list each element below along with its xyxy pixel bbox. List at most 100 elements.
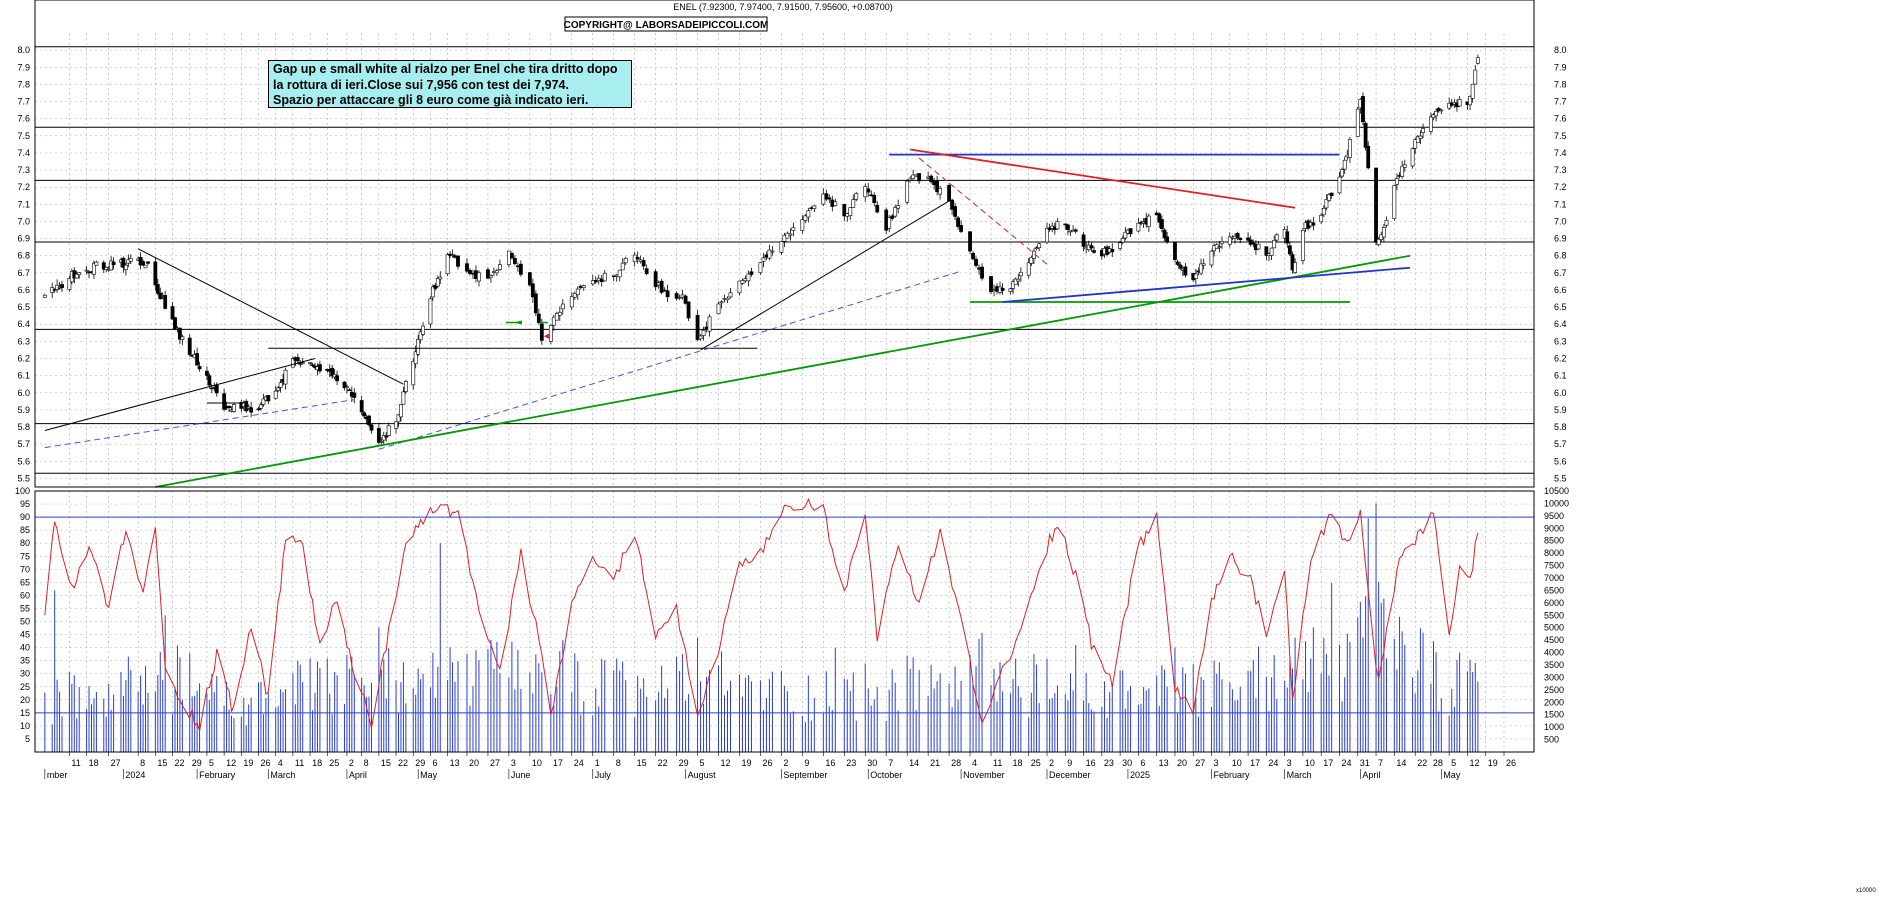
analysis-note-line-3: Spazio per attaccare gli 8 euro come già… (273, 93, 589, 107)
x-axis-day-label: 18 (1012, 758, 1022, 768)
candle-body (719, 301, 724, 304)
price-axis-tick-left: 6.2 (17, 354, 30, 364)
trendlines (44, 148, 1411, 488)
price-axis-tick-left: 7.6 (17, 114, 30, 124)
price-axis-tick-left: 7.4 (17, 148, 30, 158)
candle-body (1238, 237, 1243, 240)
candle-body (465, 263, 469, 272)
candle-body (109, 260, 114, 271)
volume-axis-tick: 10500 (1544, 486, 1569, 496)
candle-body (352, 392, 357, 398)
trendline (700, 200, 950, 351)
x-axis-day-label: 27 (1195, 758, 1205, 768)
candle-body (141, 261, 145, 266)
candle-body (42, 294, 47, 298)
candle-body (379, 441, 384, 443)
oscillator-axis-tick: 50 (20, 617, 30, 627)
x-axis-day-label: 5 (209, 758, 214, 768)
candle-body (180, 336, 185, 340)
price-axis-tick-right: 6.0 (1554, 388, 1567, 398)
x-axis-day-label: 10 (1232, 758, 1242, 768)
price-axis-tick-left: 6.7 (17, 268, 30, 278)
x-axis-day-label: 23 (1104, 758, 1114, 768)
candle-body (1055, 221, 1060, 230)
volume-axis-tick: 5000 (1544, 623, 1564, 633)
candle-body (486, 269, 490, 279)
price-axis-tick-left: 5.6 (17, 456, 30, 466)
candle-body (971, 253, 975, 260)
x-axis-month-label: 2024 (125, 770, 145, 780)
candle-body (602, 272, 607, 282)
candle-body (905, 180, 910, 203)
candle-body (232, 404, 236, 412)
candle-body (445, 254, 450, 275)
candle-body (716, 303, 721, 315)
candle-body (1165, 236, 1170, 243)
candle-body (533, 293, 538, 314)
x-axis-day-label: 4 (278, 758, 283, 768)
candle-body (259, 404, 263, 409)
candle-body (827, 197, 832, 200)
candle-body (1251, 242, 1256, 245)
candle-body (273, 390, 278, 399)
support-resistance-levels (35, 46, 1534, 474)
candle-body (1092, 250, 1096, 253)
candle-body (345, 386, 349, 389)
candle-body (767, 249, 772, 259)
price-axis-tick-right: 5.8 (1554, 422, 1567, 432)
candle-body (283, 369, 288, 385)
candle-body (575, 288, 580, 295)
candle-body (1110, 249, 1115, 253)
x-axis-day-label: 19 (243, 758, 253, 768)
red-arrow-icon (543, 333, 550, 340)
candle-body (335, 375, 340, 382)
volume-axis-tick: 1500 (1544, 710, 1564, 720)
x-axis-day-label: 13 (450, 758, 460, 768)
candle-body (489, 275, 493, 278)
candle-body (1173, 242, 1177, 260)
price-axis-tick-right: 7.0 (1554, 216, 1567, 226)
candle-body (1293, 262, 1297, 273)
candle-body (740, 280, 745, 284)
candle-body (456, 255, 460, 267)
candle-body (413, 351, 418, 364)
price-axis-tick-left: 7.7 (17, 97, 30, 107)
x-axis-labels: 11 18 27 8 15 22 29 5 12 19 26 4 11 18 25 2 8 15 22 29 6 13 20… (44, 752, 1516, 780)
candle-body (367, 415, 371, 426)
candle-body (310, 364, 315, 367)
x-axis-day-label: 22 (398, 758, 408, 768)
x-axis-day-label: 11 (71, 758, 80, 768)
candle-body (1013, 278, 1018, 285)
candle-body (138, 257, 143, 266)
volume-axis-tick: 5500 (1544, 610, 1564, 620)
candle-body (1063, 223, 1068, 226)
candle-body (1311, 222, 1316, 226)
candle-body (163, 295, 168, 309)
x-axis-day-label: 7 (1378, 758, 1383, 768)
candle-body (929, 175, 934, 183)
candle-body (617, 269, 622, 278)
candle-body (1000, 287, 1005, 291)
candle-body (1321, 208, 1326, 215)
x-axis-day-label: 6 (1140, 758, 1145, 768)
x-axis-day-label: 17 (553, 758, 563, 768)
candle-body (495, 270, 499, 274)
candle-body (173, 317, 177, 330)
price-panel-frame (34, 0, 1535, 488)
volume-axis-tick: 8000 (1544, 548, 1564, 558)
candle-body (381, 435, 386, 441)
candle-body (295, 357, 300, 362)
candle-body (123, 264, 128, 271)
x-axis-month-label: February (199, 770, 236, 780)
trendline (137, 248, 404, 385)
x-axis-day-label: 31 (1360, 758, 1370, 768)
candle-body (686, 301, 691, 319)
candle-body (1413, 139, 1418, 149)
price-candles (42, 54, 1480, 445)
x-axis-month-label: March (270, 770, 295, 780)
candle-body (1256, 243, 1261, 250)
candle-body (1410, 148, 1415, 167)
candle-body (1340, 169, 1344, 177)
x-axis-day-label: 25 (1031, 758, 1041, 768)
candle-body (824, 193, 829, 200)
